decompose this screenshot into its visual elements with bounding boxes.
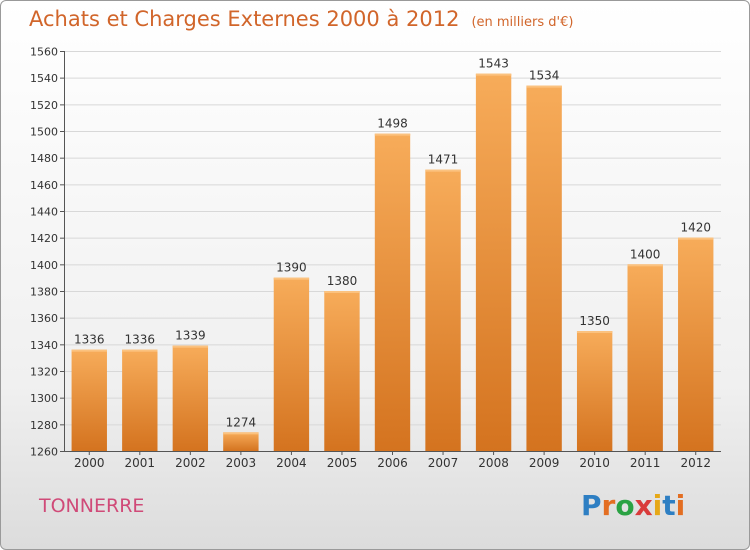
data-label-2002: 1339 [175,329,206,343]
data-label-2004: 1390 [276,261,307,275]
bar-top-highlight [273,277,310,280]
x-tick-label-2001: 2001 [125,456,156,470]
y-tick-label: 1340 [30,339,58,352]
chart-title: Achats et Charges Externes 2000 à 2012 (e… [29,7,573,31]
bar-top-highlight [678,237,714,240]
data-label-2000: 1336 [74,333,105,347]
axis-layer: 1260 1280 1300 1320 1340 1360 1380 1400 1420 1440… [30,46,721,470]
bar-top-highlight [526,85,562,88]
y-tick-label: 1280 [30,419,58,432]
data-label-2009: 1534 [529,69,560,83]
logo-letter: P [581,489,602,522]
x-tick-label-2004: 2004 [276,456,307,470]
x-tick-label-2003: 2003 [226,456,257,470]
bar-2009 [526,85,562,452]
logo-letter: t [662,489,676,522]
x-tick-label-2011: 2011 [630,456,661,470]
bar-top-highlight [324,291,360,293]
bar-layer: 1336 1336 1339 1274 1390 1380 1498 1471 1543 1534… [71,57,714,452]
proxiti-logo: Proxiti [581,489,685,522]
logo-letter: r [601,489,616,522]
bar-2012 [678,237,714,451]
data-label-2010: 1350 [579,314,610,328]
bar-top-highlight [627,264,663,267]
data-label-2003: 1274 [226,415,257,429]
city-name: TONNERRE [39,495,145,517]
bar-2001 [122,349,158,451]
bar-top-highlight [374,133,411,136]
y-tick-label: 1400 [30,259,58,272]
data-label-2006: 1498 [377,117,408,131]
x-tick-label-2006: 2006 [377,456,408,470]
title-text: Achats et Charges Externes 2000 à 2012 [29,7,460,31]
logo-letter: i [652,489,663,522]
bar-2006 [374,133,411,451]
x-tick-label-2009: 2009 [529,456,560,470]
logo-letter: o [615,489,635,522]
data-label-2008: 1543 [478,57,509,71]
x-tick-label-2007: 2007 [428,456,459,470]
bar-top-highlight [172,345,209,348]
y-tick-label: 1360 [30,312,58,325]
x-tick-label-2000: 2000 [74,456,105,470]
bar-2002 [172,345,209,451]
bar-top-highlight [576,331,613,333]
bar-2003 [223,432,259,451]
y-tick-label: 1380 [30,286,58,299]
y-tick-label: 1560 [30,46,58,59]
x-tick-label-2010: 2010 [579,456,610,470]
bar-2008 [475,73,512,452]
data-label-2007: 1471 [428,153,459,167]
y-tick-label: 1440 [30,206,58,219]
x-tick-label-2002: 2002 [175,456,206,470]
x-tick-label-2012: 2012 [680,456,711,470]
y-tick-label: 1480 [30,152,58,165]
bar-top-highlight [475,73,512,76]
data-label-2012: 1420 [680,221,711,235]
x-tick-label-2008: 2008 [478,456,509,470]
logo-letter: x [634,489,653,522]
bar-2011 [627,264,663,451]
bar-top-highlight [223,432,259,435]
bar-2010 [576,331,613,451]
y-tick-label: 1420 [30,232,58,245]
data-label-2011: 1400 [630,247,661,261]
y-tick-label: 1540 [30,72,58,85]
bar-top-highlight [425,169,461,172]
y-tick-label: 1460 [30,179,58,192]
y-tick-label: 1260 [30,446,58,459]
y-tick-label: 1520 [30,99,58,112]
bar-top-highlight [71,349,107,352]
unit-label: (en milliers d'€) [471,15,574,30]
bar-2005 [324,291,360,451]
bar-2004 [273,277,310,451]
bar-2000 [71,349,107,451]
logo-letter: i [675,489,686,522]
data-label-2005: 1380 [327,274,358,288]
bar-top-highlight [122,349,158,352]
y-tick-label: 1300 [30,392,58,405]
y-tick-label: 1500 [30,126,58,139]
y-tick-label: 1320 [30,366,58,379]
bar-2007 [425,169,461,451]
data-label-2001: 1336 [125,333,156,347]
x-tick-label-2005: 2005 [327,456,358,470]
